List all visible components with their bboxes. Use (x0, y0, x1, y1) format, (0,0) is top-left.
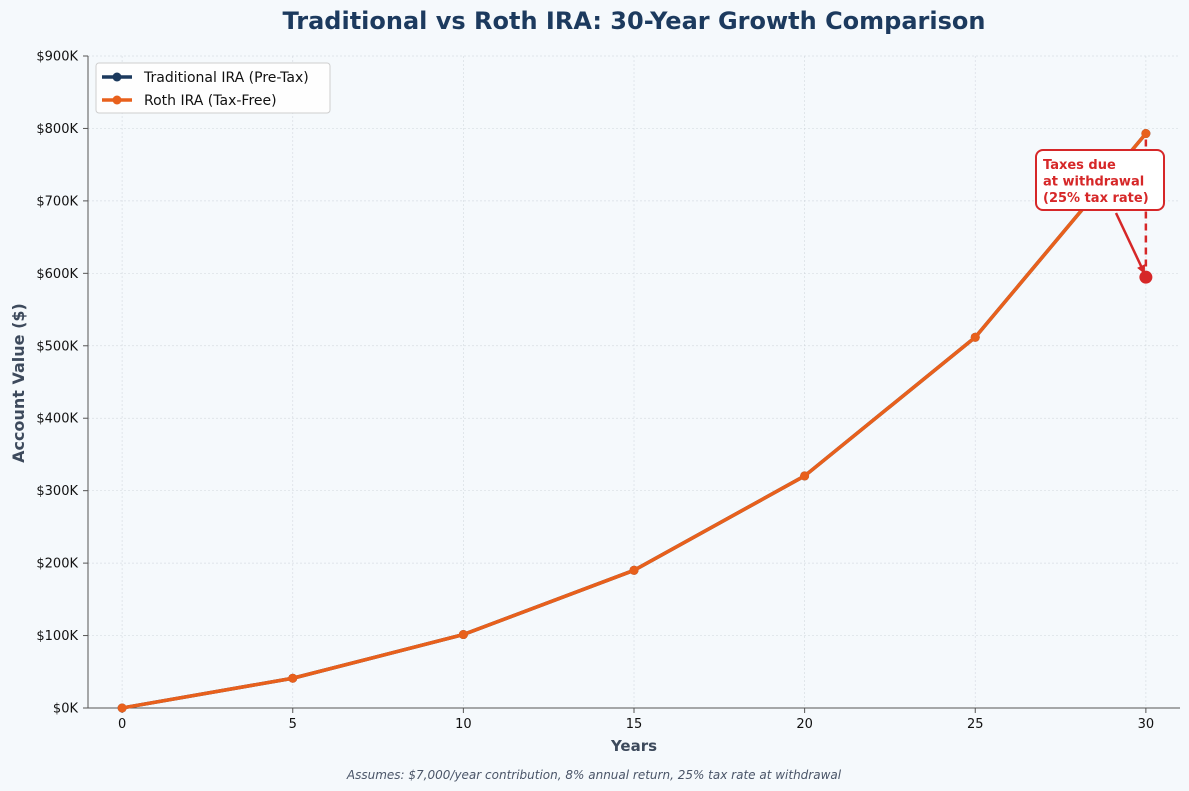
x-tick-label: 15 (626, 717, 643, 732)
annotation-text: at withdrawal (1043, 175, 1144, 190)
y-tick-label: $100K (36, 629, 78, 644)
legend-label-1: Roth IRA (Tax-Free) (144, 93, 277, 109)
y-tick-label: $0K (53, 702, 79, 717)
x-tick-label: 10 (455, 717, 472, 732)
data-point-1 (288, 673, 298, 683)
axes: 0 5 10 15 20 25 30 $0K $100K $200K $300K $400K $500K… (36, 50, 1180, 732)
y-tick-label: $400K (36, 412, 78, 427)
legend-swatch-marker-0 (112, 72, 122, 82)
annotation: Taxes due at withdrawal(25% tax rate) (1035, 139, 1165, 284)
x-axis-label: Years (610, 737, 657, 755)
data-point-1 (458, 630, 468, 640)
y-axis-label: Account Value ($) (9, 303, 28, 463)
legend-label-0: Traditional IRA (Pre-Tax) (143, 70, 309, 86)
legend[interactable]: Traditional IRA (Pre-Tax) Roth IRA (Tax-F… (95, 62, 331, 114)
data-point-1 (970, 332, 980, 342)
y-tick-label: $900K (36, 50, 78, 65)
y-tick-label: $300K (36, 484, 78, 499)
x-tick-label: 25 (967, 717, 984, 732)
x-tick-label: 5 (289, 717, 297, 732)
annotation-arrowhead (1137, 264, 1145, 275)
y-tick-label: $700K (36, 194, 78, 209)
x-tick-label: 0 (118, 717, 126, 732)
y-tick-label: $800K (36, 122, 78, 137)
x-tick-label: 20 (796, 717, 813, 732)
legend-box (95, 62, 331, 114)
footnote: Assumes: $7,000/year contribution, 8% an… (346, 768, 842, 782)
y-tick-label: $500K (36, 339, 78, 354)
x-tick-label: 30 (1138, 717, 1155, 732)
data-point-1 (1141, 129, 1151, 139)
series (117, 129, 1151, 713)
data-point-1 (629, 565, 639, 575)
legend-swatch-marker-1 (112, 95, 122, 105)
annotation-text: (25% tax rate) (1043, 191, 1149, 206)
annotation-box (1035, 149, 1165, 211)
chart-title: Traditional vs Roth IRA: 30-Year Growth … (283, 7, 986, 35)
annotation-arrow (1114, 212, 1147, 275)
y-tick-label: $600K (36, 267, 78, 282)
annotation-text: Taxes due (1043, 158, 1116, 173)
y-tick-label: $200K (36, 557, 78, 572)
data-point-1 (117, 703, 127, 713)
after-tax-point (1139, 270, 1153, 284)
data-point-1 (800, 471, 810, 481)
